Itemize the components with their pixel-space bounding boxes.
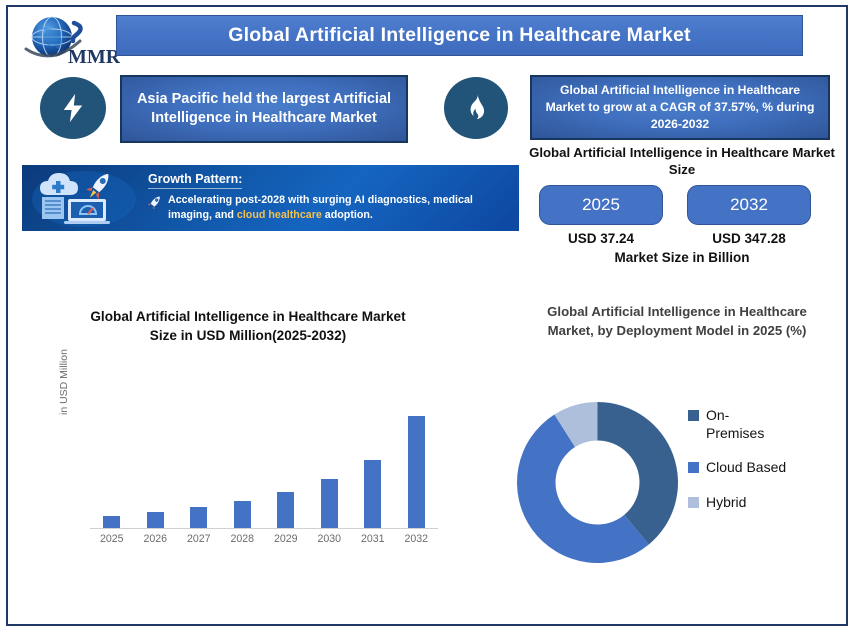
legend-label: Cloud Based [706,459,787,475]
growth-body-before: Accelerating post-2028 with surging AI d… [168,194,473,221]
donut-chart-graphic [517,402,678,563]
donut-slice-cloud-based [517,414,649,563]
forecast-year-pill: 2032 [687,185,811,225]
donut-chart: Global Artificial Intelligence in Health… [502,303,852,563]
x-tick-2025: 2025 [99,533,124,545]
donut-slice-on-premises [597,402,678,545]
x-tick-2029: 2029 [273,533,298,545]
growth-body-after: adoption. [321,208,373,221]
globe-swoosh-icon: MMR [24,16,120,68]
lightning-bolt-icon [63,93,83,123]
donut-chart-title: Global Artificial Intelligence in Health… [547,304,807,338]
lightning-badge [40,77,106,139]
bar-chart: Global Artificial Intelligence in Health… [48,307,448,562]
legend-swatch-icon [688,410,699,421]
bar-2031 [364,459,382,528]
legend-swatch-icon [688,462,699,473]
forecast-year-value: USD 347.28 [712,231,786,246]
bar-2027 [190,507,208,528]
donut-chart-legend: On-Premises Cloud Based Hybrid [688,407,848,511]
apac-highlight-text: Asia Pacific held the largest Artificial… [136,90,392,126]
market-size-title: Global Artificial Intelligence in Health… [529,145,835,177]
bar-2032 [407,416,425,528]
x-tick-2032: 2032 [404,533,429,545]
growth-pattern-heading: Growth Pattern: [148,172,243,189]
bar-2030 [320,478,338,528]
rocket-icon [148,196,160,209]
bar-2026 [146,512,164,528]
growth-pattern-body: Accelerating post-2028 with surging AI d… [148,193,513,223]
bar-chart-plot-area [90,413,438,529]
flame-icon [470,94,485,120]
forecast-year-label: 2032 [730,195,768,214]
x-tick-2030: 2030 [317,533,342,545]
x-tick-2028: 2028 [230,533,255,545]
bar-2029 [277,491,295,528]
flame-badge [444,77,508,139]
bar-chart-y-axis-label: in USD Million [58,349,70,415]
apac-highlight-panel: Asia Pacific held the largest Artificial… [120,75,408,143]
bar-2028 [233,500,251,528]
cagr-highlight-panel: Global Artificial Intelligence in Health… [530,75,830,140]
legend-swatch-icon [688,496,699,508]
legend-item-cloud-based: Cloud Based [688,459,848,477]
base-year-value: USD 37.24 [567,231,635,246]
growth-body-highlight: cloud healthcare [236,208,322,221]
donut-slice-hybrid [554,402,598,448]
logo-text: MMR [68,46,120,68]
cloud-healthcare-rocket-icon [32,171,136,227]
legend-label: Hybrid [706,493,747,510]
legend-label: On-Premises [706,407,765,441]
mmr-logo: MMR [16,11,120,69]
page-title: Global Artificial Intelligence in Health… [116,15,803,56]
growth-pattern-banner: Growth Pattern: Accelerating post-2028 w… [22,165,519,231]
cagr-highlight-text: Global Artificial Intelligence in Health… [545,83,815,131]
x-tick-2026: 2026 [143,533,168,545]
market-size-unit: Market Size in Billion [614,250,750,265]
page-title-text: Global Artificial Intelligence in Health… [228,24,691,46]
legend-item-hybrid: Hybrid [688,494,848,512]
base-year-pill: 2025 [539,185,663,225]
x-tick-2027: 2027 [186,533,211,545]
x-tick-2031: 2031 [360,533,385,545]
base-year-label: 2025 [582,195,620,214]
bar-chart-title: Global Artificial Intelligence in Health… [90,309,406,344]
infographic-frame: MMR Global Artificial Intelligence in He… [6,5,848,626]
legend-item-on-premises: On-Premises [688,407,848,442]
bar-chart-x-axis: 2025 2026 2027 2028 2029 2030 2031 2032 [90,533,438,545]
bar-2025 [103,516,121,528]
